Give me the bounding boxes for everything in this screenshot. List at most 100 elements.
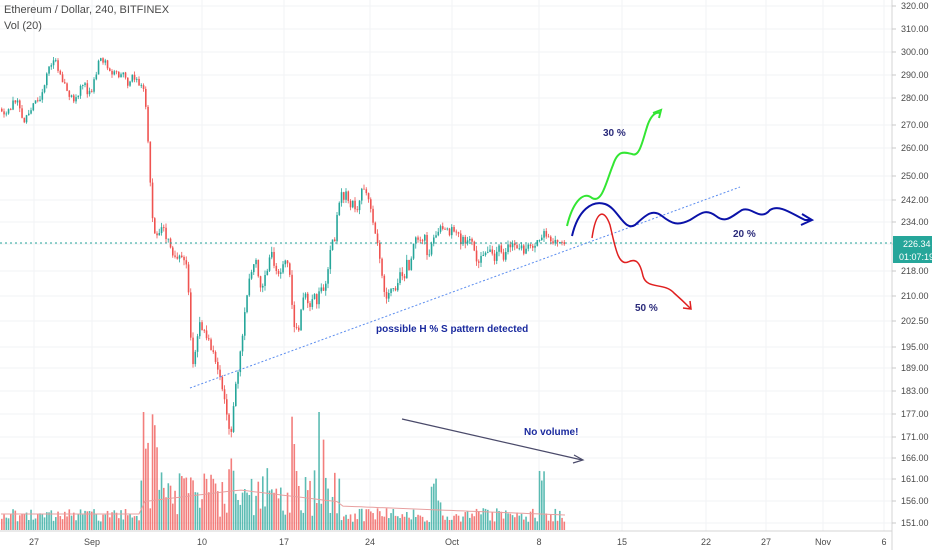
candle-body [57,60,59,71]
time-tick-label: 22 [701,537,711,547]
time-tick-label: 8 [536,537,541,547]
volume-bar [201,499,203,530]
volume-bar [467,511,469,530]
candle-body [368,193,370,199]
candle-body [456,232,458,233]
volume-bar [521,514,523,530]
volume-bar [523,520,525,530]
price-tick-label: 260.00 [901,143,929,153]
candle-body [197,336,199,352]
candle-body [165,228,167,239]
candle-body [465,237,467,243]
volume-bar [26,513,28,530]
candle-body [84,83,86,85]
volume-bar [330,513,332,530]
volume-bar [555,509,557,530]
candle-body [370,199,372,209]
candle-body [289,263,291,274]
candle-body [242,336,244,352]
candle-body [534,246,536,248]
volume-bar [361,509,363,530]
volume-bar [134,516,136,530]
price-axis[interactable]: 320.00 310.00 300.00 290.00 280.00 270.00 260.… [892,0,932,550]
candle-body [244,312,246,336]
volume-bar [33,520,35,530]
volume-bar [408,518,410,530]
volume-bar [548,521,550,530]
candle-body [492,249,494,253]
price-tick-label: 189.00 [901,363,929,373]
price-tick-label: 166.00 [901,453,929,463]
price-tick-label: 290.00 [901,70,929,80]
candle-body [233,406,235,432]
candle-body [48,67,50,74]
candle-body [246,295,248,312]
candle-body [24,118,26,122]
volume-bar [480,514,482,530]
volume-bar [258,482,260,530]
candle-body [120,74,122,77]
volume-bar [51,510,53,530]
volume-bar [429,522,431,530]
candle-body [314,294,316,299]
candle-body [188,264,190,292]
candle-body [172,247,174,255]
candle-body [26,115,28,122]
candle-body [447,229,449,230]
candle-body [192,338,194,364]
volume-bar [318,412,320,530]
volume-bar [354,514,356,530]
volume-bar [28,520,30,530]
volume-bar [433,484,435,530]
volume-bar [141,481,143,530]
volume-bar [269,491,271,530]
candle-body [168,239,170,240]
volume-bar [422,517,424,530]
candle-body [552,241,554,243]
candle-body [381,259,383,276]
volume-bar [395,516,397,530]
volume-bar [37,514,39,530]
volume-bar [406,512,408,530]
volume-bar [82,515,84,530]
candle-body [316,294,318,304]
candle-body [138,79,140,85]
volume-bar [215,484,217,530]
volume-bar [345,515,347,530]
volume-bar [24,514,26,530]
volume-bar [332,497,334,530]
candle-body [159,233,161,235]
volume-bar [226,513,228,530]
candle-body [339,203,341,215]
volume-bar [98,521,100,530]
candle-body [71,95,73,96]
candle-body [395,288,397,290]
volume-bar [145,449,147,530]
volume-bar [525,517,527,530]
volume-indicator-label[interactable]: Vol (20) [4,18,169,34]
candle-body [541,238,543,240]
volume-bar [366,509,368,530]
candle-body [93,79,95,91]
price-tick-label: 156.00 [901,496,929,506]
candle-body [343,192,345,200]
volume-bar [503,519,505,530]
volume-bar [64,512,66,530]
candle-body [496,252,498,261]
candle-body [154,218,156,233]
symbol-title[interactable]: Ethereum / Dollar, 240, BITFINEX [4,2,169,18]
volume-bar [271,489,273,530]
volume-bar [1,519,3,530]
candle-body [359,201,361,210]
volume-bar [557,521,559,530]
candle-body [519,248,521,249]
candle-body [557,240,559,242]
volume-bar [246,493,248,530]
volume-bar [190,477,192,530]
candle-body [262,286,264,288]
volume-bar [465,512,467,530]
time-axis[interactable]: 27 Sep 10 17 24 Oct 8 15 22 27 Nov 6 [0,531,892,547]
candle-body [127,78,129,86]
volume-bar [514,517,516,530]
